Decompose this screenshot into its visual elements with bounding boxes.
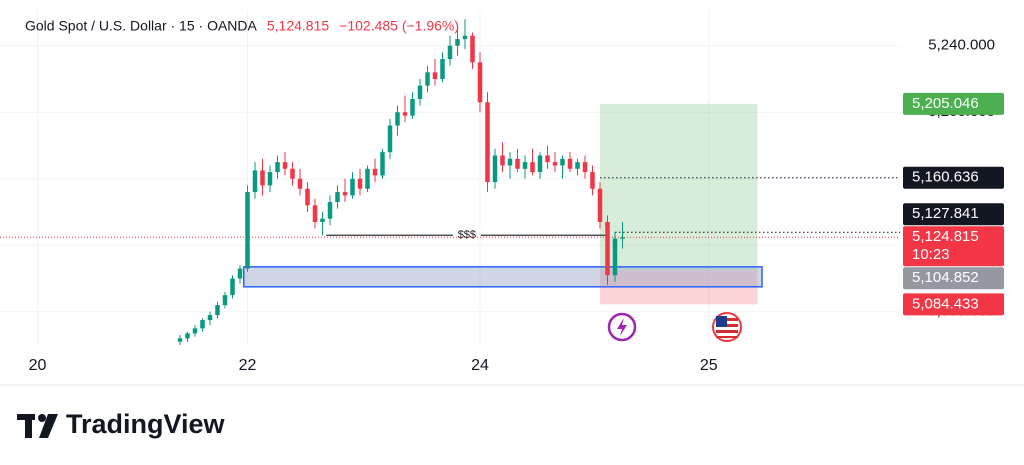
candle-body (230, 278, 235, 296)
candle-body (192, 328, 198, 334)
candle-body (312, 205, 318, 222)
candle-body (605, 221, 610, 276)
candle-body (342, 192, 348, 196)
candle-body (215, 305, 220, 316)
candle-body (537, 155, 543, 173)
event-icon (607, 312, 637, 342)
candle-body (290, 168, 295, 179)
price-badge (903, 267, 1004, 290)
candle-body (350, 178, 355, 196)
candle-body (552, 162, 558, 166)
candle-body (575, 162, 580, 169)
candle-body (500, 155, 505, 166)
candle-body (612, 238, 618, 276)
header-change: −102.485 (−1.96%) (339, 18, 459, 34)
price-badge (903, 293, 1004, 316)
brand-name: TradingView (66, 409, 226, 439)
price-badge (903, 166, 1004, 189)
candle-body (440, 59, 445, 79)
candle-body (477, 62, 483, 103)
price-badge-label: 5,124.815 (912, 228, 979, 245)
x-tick-label: 25 (700, 357, 718, 374)
header-price: 5,124.815 (267, 18, 329, 34)
liquidity-label: $$$ (458, 229, 476, 241)
candle-body (462, 35, 468, 40)
candle-body (620, 237, 625, 239)
candle-body (305, 188, 310, 206)
candle-body (282, 162, 288, 169)
candle-body (597, 188, 603, 222)
candle-body (455, 39, 460, 46)
candle-body (200, 320, 205, 329)
candle-body (507, 158, 513, 166)
candle-body (515, 158, 520, 169)
candle-body (417, 85, 423, 99)
x-tick-label: 22 (239, 357, 257, 374)
candle-body (357, 178, 363, 189)
price-badge-label: 5,084.433 (912, 295, 979, 312)
candle-body (522, 162, 528, 169)
y-tick-label: 5,240.000 (928, 37, 995, 54)
candle-body (252, 170, 258, 193)
price-badge-label: 5,205.046 (912, 95, 979, 112)
candle-body (387, 125, 393, 153)
candle-body (470, 35, 475, 63)
x-tick-label: 24 (471, 357, 489, 374)
candle-body (447, 45, 453, 60)
candle-body (395, 112, 400, 126)
candle-body (177, 338, 183, 342)
candle-body (320, 218, 325, 222)
price-badge (903, 226, 1004, 267)
candle-body (530, 162, 535, 173)
candle-body (237, 268, 243, 279)
candle-body (275, 162, 280, 173)
price-badge-label: 5,104.852 (912, 269, 979, 286)
candle-body (567, 158, 573, 169)
candle-body (365, 168, 370, 189)
liquidity-label-bg (452, 229, 481, 242)
candle-body (327, 202, 333, 219)
price-badge-label: 5,160.636 (912, 169, 979, 186)
chart-title: Gold Spot / U.S. Dollar · 15 · OANDA (25, 18, 258, 34)
candle-body (267, 172, 273, 186)
event-flag-icon (712, 312, 742, 342)
candle-body (372, 168, 378, 176)
price-badge (903, 203, 1004, 226)
candle-body (245, 192, 250, 269)
candle-body (207, 315, 213, 321)
candle-body (335, 192, 340, 203)
candle-body (185, 333, 190, 339)
candle-body (485, 102, 490, 183)
candle-body (492, 155, 498, 183)
candle-body (410, 98, 415, 116)
candle-body (380, 152, 385, 176)
candle-body (545, 155, 550, 163)
take-profit-area (600, 103, 758, 271)
candle-body (260, 170, 265, 186)
price-badge-countdown: 10:23 (912, 246, 950, 263)
candle-body (402, 112, 408, 116)
x-tick-label: 20 (29, 357, 47, 374)
candle-body (560, 158, 565, 166)
demand-zone (243, 266, 763, 288)
price-badge-label: 5,127.841 (912, 205, 979, 222)
brand-logo (17, 414, 58, 438)
candle-body (297, 178, 303, 189)
candle-body (582, 162, 588, 173)
candle-body (222, 295, 228, 306)
candle-body (590, 172, 595, 189)
candle-body (432, 72, 438, 79)
candle-body (425, 72, 430, 86)
price-badge (903, 92, 1004, 115)
